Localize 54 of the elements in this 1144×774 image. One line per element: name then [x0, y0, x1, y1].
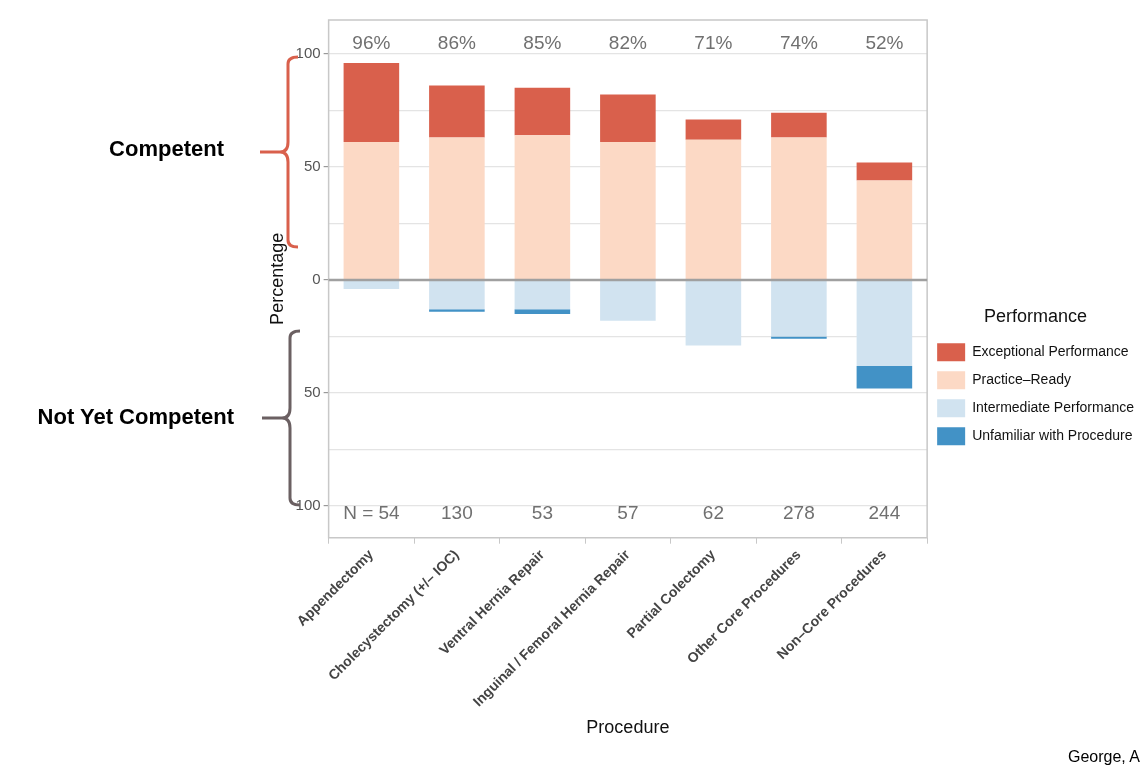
y-tick-label: 50: [303, 383, 321, 401]
text: George, A: [1067, 748, 1140, 766]
bar: [429, 85, 485, 138]
y-tick-label: 0: [312, 270, 321, 288]
annotation: 71%: [694, 32, 733, 54]
y-axis-title: Percentage: [266, 232, 287, 325]
bar: [514, 135, 571, 280]
bar: [771, 112, 827, 138]
bar: [856, 280, 913, 366]
annotation: 57: [617, 501, 639, 523]
bar: [856, 365, 913, 389]
annotation: 244: [868, 501, 901, 523]
bar: [771, 336, 827, 339]
bar: [429, 280, 485, 310]
annotation: 52%: [865, 32, 904, 54]
bar: [856, 162, 913, 181]
bar: [856, 180, 913, 280]
bar: [771, 280, 827, 337]
annotation: 82%: [608, 32, 647, 54]
y-tick-label: 100: [295, 496, 321, 514]
legend-label: Unfamiliar with Procedure: [972, 427, 1133, 444]
x-axis-title: Procedure: [586, 717, 670, 738]
annotation: 96%: [352, 32, 391, 54]
text: Competent: [108, 136, 224, 162]
annotation: 62: [702, 501, 724, 523]
bar: [685, 139, 742, 280]
bar: [600, 94, 656, 143]
annotation: 86%: [437, 32, 476, 54]
bar: [343, 142, 400, 280]
legend-label: Exceptional Performance: [972, 343, 1129, 360]
text: Not Yet Competent: [36, 404, 234, 430]
bar: [771, 137, 827, 280]
bar: [514, 309, 571, 314]
annotation: 85%: [523, 32, 562, 54]
annotation: 53: [531, 501, 553, 523]
y-tick-label: 100: [295, 44, 321, 62]
bar: [514, 280, 571, 310]
annotation: 278: [783, 501, 815, 523]
annotation: 130: [441, 501, 473, 523]
annotation: N = 54: [343, 501, 401, 523]
y-tick-label: 50: [303, 157, 321, 175]
legend-label: Practice–Ready: [972, 371, 1071, 388]
bar: [343, 280, 400, 290]
bar: [429, 137, 485, 280]
bar: [685, 280, 742, 346]
bar: [429, 309, 485, 312]
legend-title: Performance: [984, 305, 1088, 326]
bar: [600, 142, 656, 280]
bar: [685, 119, 742, 140]
bar: [514, 87, 571, 136]
bar: [600, 280, 656, 321]
bar: [343, 62, 400, 143]
annotation: 74%: [779, 32, 819, 54]
legend-label: Intermediate Performance: [972, 399, 1135, 416]
